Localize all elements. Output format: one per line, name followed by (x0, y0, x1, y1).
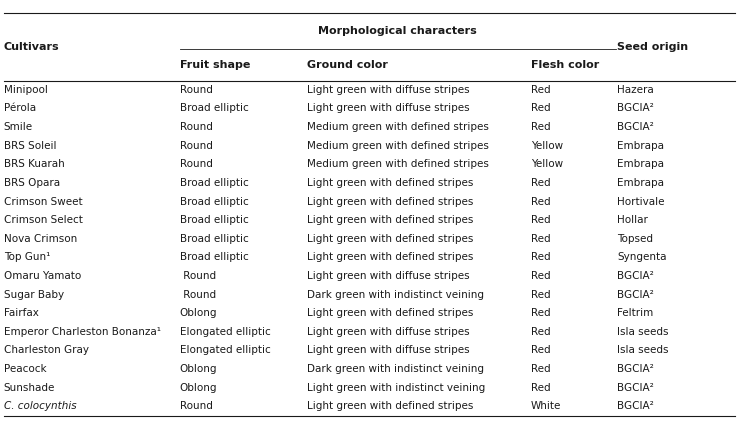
Text: Sugar Baby: Sugar Baby (4, 290, 64, 300)
Text: Medium green with defined stripes: Medium green with defined stripes (307, 141, 488, 151)
Text: Hollar: Hollar (617, 215, 648, 225)
Text: White: White (531, 401, 561, 411)
Text: Topsed: Topsed (617, 234, 653, 244)
Text: Light green with defined stripes: Light green with defined stripes (307, 234, 473, 244)
Text: Red: Red (531, 346, 551, 355)
Text: BGCIA²: BGCIA² (617, 401, 654, 411)
Text: BGCIA²: BGCIA² (617, 364, 654, 374)
Text: Light green with diffuse stripes: Light green with diffuse stripes (307, 85, 469, 95)
Text: Round: Round (180, 290, 216, 300)
Text: Morphological characters: Morphological characters (319, 26, 477, 36)
Text: Top Gun¹: Top Gun¹ (4, 252, 50, 262)
Text: Round: Round (180, 122, 212, 132)
Text: Broad elliptic: Broad elliptic (180, 196, 248, 206)
Text: Oblong: Oblong (180, 382, 217, 393)
Text: Broad elliptic: Broad elliptic (180, 234, 248, 244)
Text: Hazera: Hazera (617, 85, 654, 95)
Text: Red: Red (531, 271, 551, 281)
Text: Smile: Smile (4, 122, 33, 132)
Text: Broad elliptic: Broad elliptic (180, 215, 248, 225)
Text: Fruit shape: Fruit shape (180, 60, 250, 70)
Text: Broad elliptic: Broad elliptic (180, 252, 248, 262)
Text: Red: Red (531, 327, 551, 337)
Text: Medium green with defined stripes: Medium green with defined stripes (307, 159, 488, 169)
Text: Syngenta: Syngenta (617, 252, 667, 262)
Text: Red: Red (531, 290, 551, 300)
Text: Hortivale: Hortivale (617, 196, 664, 206)
Text: Red: Red (531, 252, 551, 262)
Text: Oblong: Oblong (180, 364, 217, 374)
Text: Isla seeds: Isla seeds (617, 346, 669, 355)
Text: Red: Red (531, 215, 551, 225)
Text: Peacock: Peacock (4, 364, 47, 374)
Text: Round: Round (180, 271, 216, 281)
Text: Crimson Sweet: Crimson Sweet (4, 196, 82, 206)
Text: Broad elliptic: Broad elliptic (180, 103, 248, 114)
Text: C. colocynthis: C. colocynthis (4, 401, 76, 411)
Text: Dark green with indistinct veining: Dark green with indistinct veining (307, 364, 484, 374)
Text: Yellow: Yellow (531, 159, 562, 169)
Text: BGCIA²: BGCIA² (617, 103, 654, 114)
Text: Omaru Yamato: Omaru Yamato (4, 271, 81, 281)
Text: BRS Kuarah: BRS Kuarah (4, 159, 64, 169)
Text: Light green with defined stripes: Light green with defined stripes (307, 196, 473, 206)
Text: Feltrim: Feltrim (617, 308, 653, 318)
Text: Emperor Charleston Bonanza¹: Emperor Charleston Bonanza¹ (4, 327, 160, 337)
Text: Charleston Gray: Charleston Gray (4, 346, 89, 355)
Text: Yellow: Yellow (531, 141, 562, 151)
Text: Embrapa: Embrapa (617, 178, 664, 188)
Text: BGCIA²: BGCIA² (617, 290, 654, 300)
Text: Elongated elliptic: Elongated elliptic (180, 346, 270, 355)
Text: Light green with defined stripes: Light green with defined stripes (307, 215, 473, 225)
Text: Sunshade: Sunshade (4, 382, 55, 393)
Text: Round: Round (180, 141, 212, 151)
Text: Light green with defined stripes: Light green with defined stripes (307, 252, 473, 262)
Text: Nova Crimson: Nova Crimson (4, 234, 77, 244)
Text: BGCIA²: BGCIA² (617, 382, 654, 393)
Text: Isla seeds: Isla seeds (617, 327, 669, 337)
Text: Round: Round (180, 401, 212, 411)
Text: Red: Red (531, 122, 551, 132)
Text: Crimson Select: Crimson Select (4, 215, 83, 225)
Text: Flesh color: Flesh color (531, 60, 599, 70)
Text: Medium green with defined stripes: Medium green with defined stripes (307, 122, 488, 132)
Text: Elongated elliptic: Elongated elliptic (180, 327, 270, 337)
Text: Red: Red (531, 308, 551, 318)
Text: Cultivars: Cultivars (4, 42, 59, 52)
Text: Round: Round (180, 85, 212, 95)
Text: BGCIA²: BGCIA² (617, 122, 654, 132)
Text: BRS Opara: BRS Opara (4, 178, 60, 188)
Text: Red: Red (531, 178, 551, 188)
Text: Broad elliptic: Broad elliptic (180, 178, 248, 188)
Text: Light green with defined stripes: Light green with defined stripes (307, 178, 473, 188)
Text: Red: Red (531, 382, 551, 393)
Text: Round: Round (180, 159, 212, 169)
Text: Oblong: Oblong (180, 308, 217, 318)
Text: Minipool: Minipool (4, 85, 47, 95)
Text: Light green with diffuse stripes: Light green with diffuse stripes (307, 271, 469, 281)
Text: Red: Red (531, 85, 551, 95)
Text: Light green with indistinct veining: Light green with indistinct veining (307, 382, 485, 393)
Text: Seed origin: Seed origin (617, 42, 688, 52)
Text: Red: Red (531, 364, 551, 374)
Text: Dark green with indistinct veining: Dark green with indistinct veining (307, 290, 484, 300)
Text: Pérola: Pérola (4, 103, 35, 114)
Text: Light green with defined stripes: Light green with defined stripes (307, 308, 473, 318)
Text: Light green with diffuse stripes: Light green with diffuse stripes (307, 103, 469, 114)
Text: Red: Red (531, 196, 551, 206)
Text: Fairfax: Fairfax (4, 308, 38, 318)
Text: Light green with defined stripes: Light green with defined stripes (307, 401, 473, 411)
Text: BGCIA²: BGCIA² (617, 271, 654, 281)
Text: BRS Soleil: BRS Soleil (4, 141, 56, 151)
Text: Red: Red (531, 234, 551, 244)
Text: Ground color: Ground color (307, 60, 387, 70)
Text: Embrapa: Embrapa (617, 141, 664, 151)
Text: Light green with diffuse stripes: Light green with diffuse stripes (307, 327, 469, 337)
Text: Light green with diffuse stripes: Light green with diffuse stripes (307, 346, 469, 355)
Text: Red: Red (531, 103, 551, 114)
Text: Embrapa: Embrapa (617, 159, 664, 169)
